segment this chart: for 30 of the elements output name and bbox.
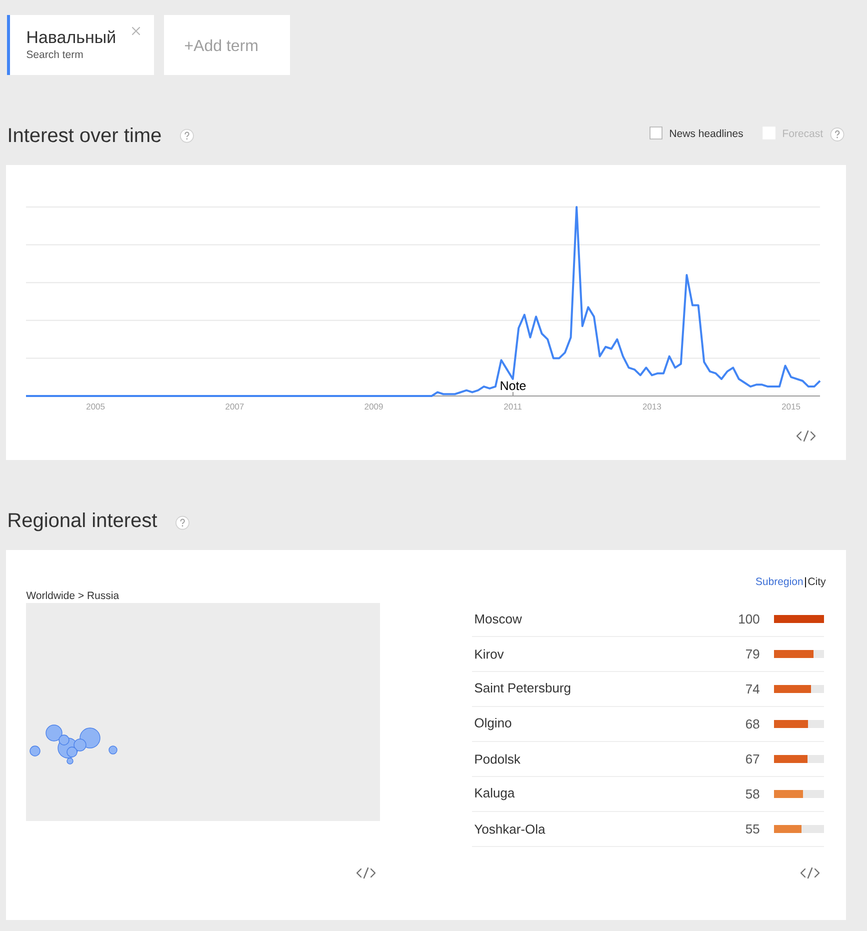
y-tick-label: Kaluga (475, 788, 515, 800)
data-label: 74 (746, 684, 760, 694)
data-label: 68 (746, 719, 760, 729)
text: City (808, 577, 826, 588)
y-tick-label: Moscow (475, 614, 522, 624)
data-label: 67 (746, 754, 760, 764)
x-tick-label: 2011 (504, 404, 522, 410)
data-label: 79 (746, 649, 760, 659)
y-tick-label: Yoshkar-Ola (474, 824, 546, 834)
text: Subregion (756, 577, 803, 588)
data-label: 55 (746, 824, 760, 834)
data-label: 58 (746, 789, 760, 799)
y-tick-label: Kirov (475, 649, 504, 659)
chart-title: Interest over time (9, 128, 161, 142)
text: +Add term (184, 39, 258, 52)
text: Search term (26, 50, 83, 58)
x-tick-label: 2015 (782, 404, 800, 410)
y-tick-label: Olgino (474, 718, 512, 730)
y-tick-label: Saint Petersburg (474, 682, 570, 696)
x-tick-label: 2005 (86, 404, 105, 410)
data-label: 100 (739, 614, 760, 624)
text: Навальный (28, 30, 115, 44)
y-tick-label: Podolsk (475, 754, 520, 764)
text: Regional interest (8, 512, 158, 532)
x-tick-label: 2009 (364, 404, 383, 410)
annotation: Note (500, 381, 526, 390)
text: Worldwide > Russia (26, 591, 120, 600)
x-tick-label: 2007 (226, 404, 244, 410)
x-tick-label: 2013 (642, 404, 662, 410)
text: News headlines (670, 129, 743, 138)
